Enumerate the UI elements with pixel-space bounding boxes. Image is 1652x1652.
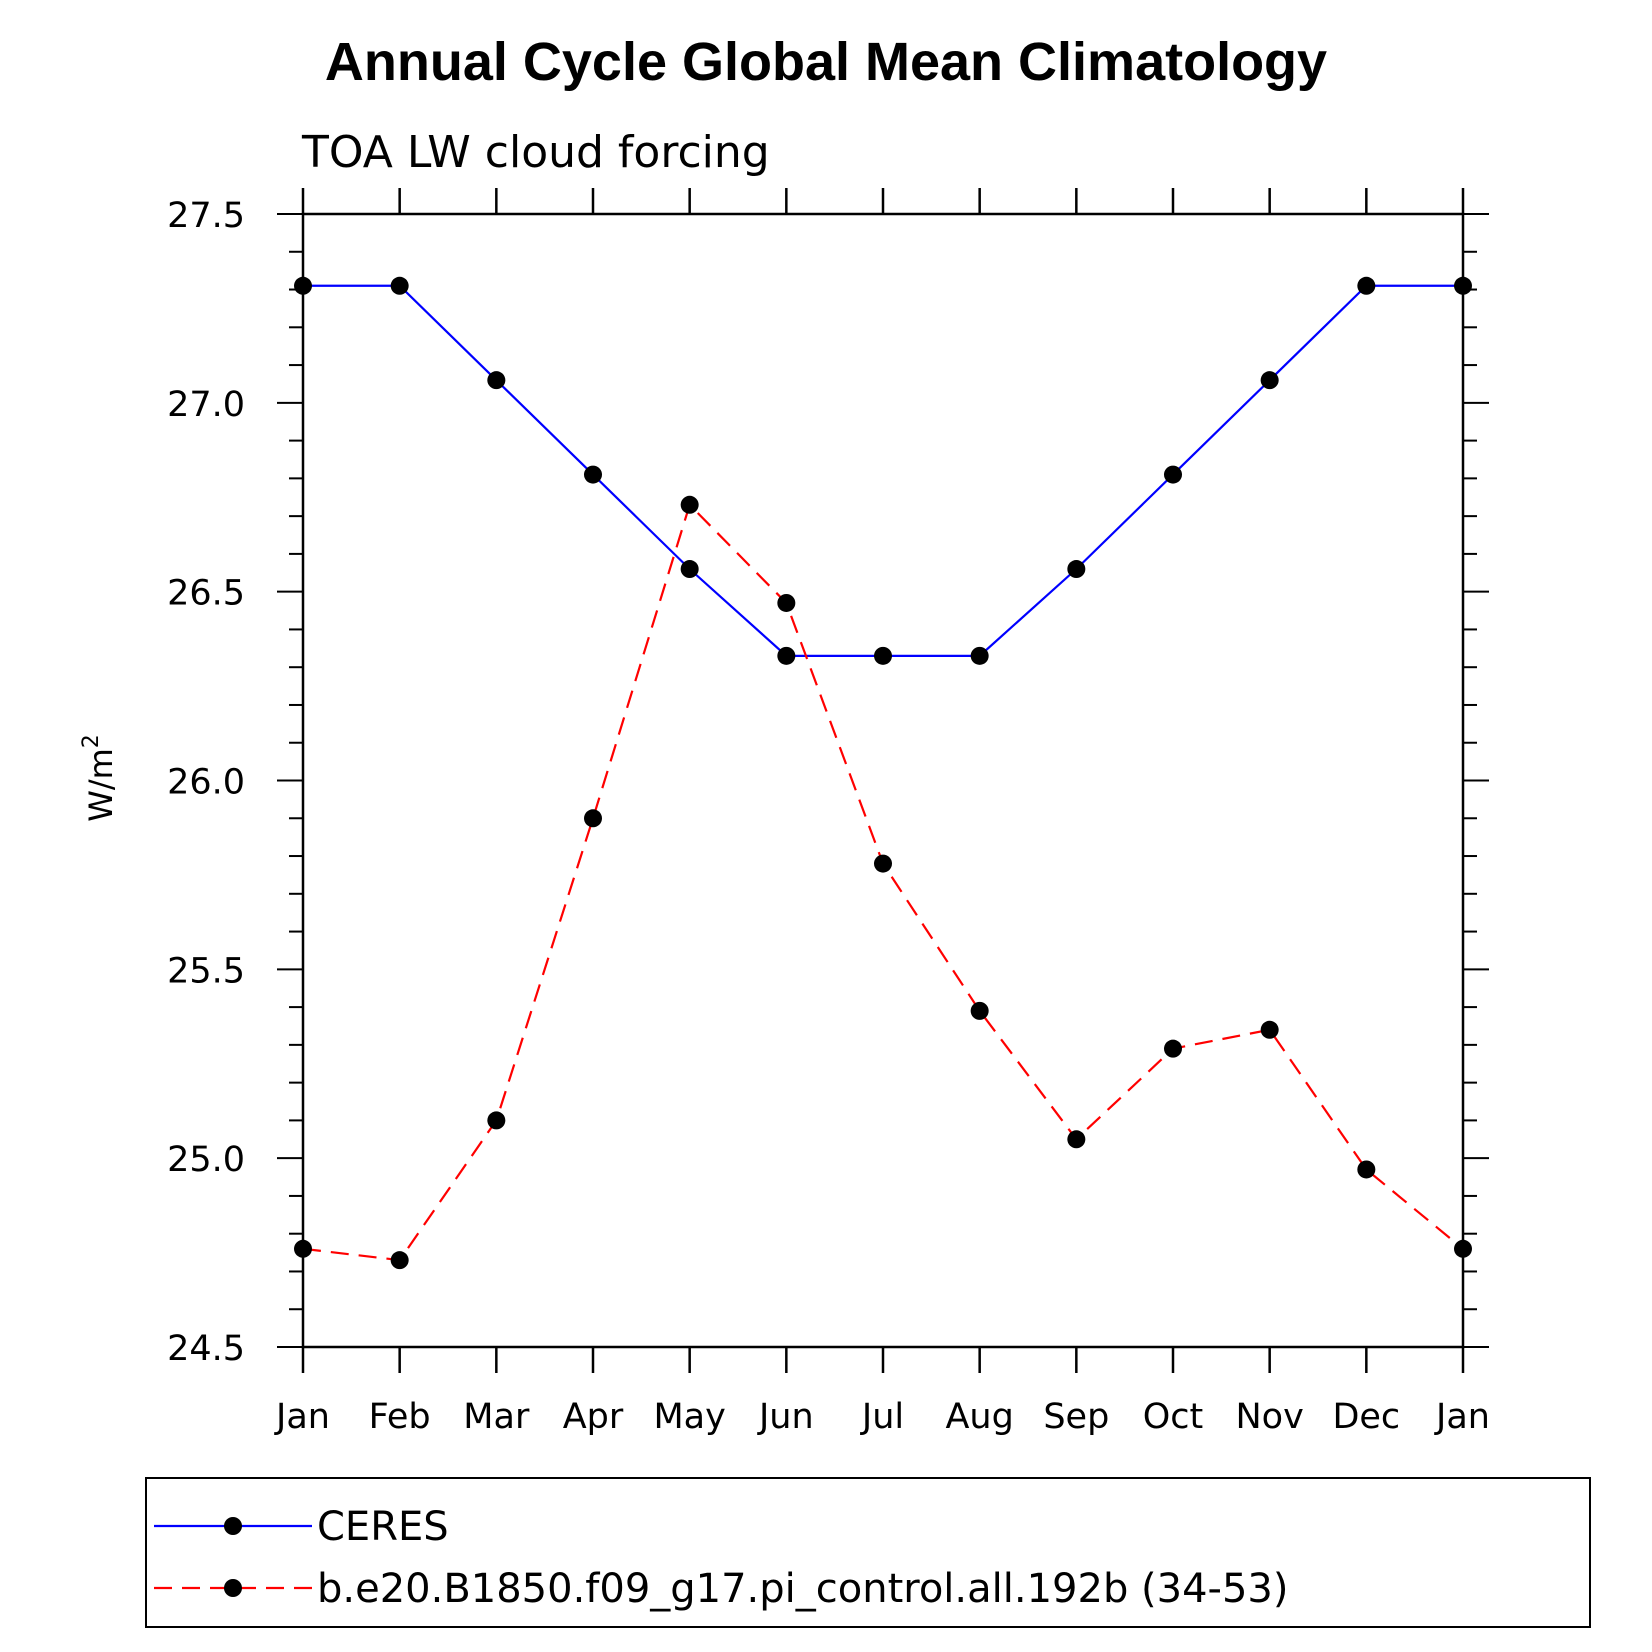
x-tick-label: Apr [563, 1397, 624, 1437]
data-point-series-1 [390, 276, 409, 295]
chart-subtitle: TOA LW cloud forcing [301, 127, 770, 178]
plot-axes: Jan Feb Mar Apr May Jun Jul Aug Sep Oct Nov Dec Jan 2… [167, 188, 1490, 1437]
series-line-2 [302, 502, 1464, 1262]
y-tick-label: 25.0 [167, 1140, 245, 1180]
legend-marker-1 [224, 1517, 242, 1535]
x-tick-label: Aug [945, 1397, 1013, 1437]
legend: CERES b.e20.B1850.f09_g17.pi_control.all.… [154, 1504, 1288, 1612]
x-tick-label: Sep [1043, 1397, 1109, 1437]
svg-text:W/m2: W/m2 [79, 734, 120, 822]
plot-frame [301, 212, 1465, 1349]
y-tick-label: 24.5 [167, 1329, 245, 1369]
data-point-series-1 [680, 560, 699, 579]
data-point-series-2 [1067, 1130, 1086, 1149]
data-point-series-2 [487, 1111, 506, 1130]
legend-box [145, 1477, 1591, 1628]
data-point-series-2 [777, 593, 796, 612]
data-point-series-2 [970, 1001, 989, 1020]
x-tick-label: Dec [1332, 1397, 1400, 1437]
x-tick-label: Jan [274, 1397, 330, 1437]
legend-marker-2 [224, 1579, 242, 1597]
y-tick-label: 26.5 [167, 574, 245, 614]
x-tick-label: Jul [860, 1397, 904, 1437]
data-point-series-1 [777, 646, 796, 665]
series-line-1 [303, 284, 1463, 657]
y-tick-label: 26.0 [167, 763, 245, 803]
x-tick-label: Nov [1236, 1397, 1304, 1437]
data-point-series-1 [1357, 276, 1376, 295]
data-point-series-2 [1454, 1239, 1472, 1258]
y-axis-label: W/m2 [79, 734, 120, 822]
x-tick-label: May [653, 1397, 725, 1437]
data-point-series-2 [390, 1251, 409, 1270]
y-tick-label: 25.5 [167, 951, 245, 991]
data-point-series-1 [1164, 465, 1182, 484]
y-axis-label-text: W/m [82, 748, 120, 822]
x-tick-label: Oct [1143, 1397, 1204, 1437]
data-point-series-2 [294, 1239, 312, 1258]
legend-label-2: b.e20.B1850.f09_g17.pi_control.all.192b … [317, 1566, 1288, 1612]
series-layer [294, 276, 1472, 1270]
y-tick-label: 27.5 [167, 196, 245, 236]
data-point-series-2 [1260, 1020, 1279, 1039]
data-point-series-1 [970, 646, 989, 665]
data-point-series-2 [874, 854, 892, 873]
data-point-series-2 [1164, 1039, 1182, 1058]
data-point-series-1 [487, 371, 506, 390]
x-tick-label: Mar [463, 1397, 530, 1437]
y-axis-label-superscript: 2 [79, 734, 104, 748]
data-point-series-1 [584, 465, 602, 484]
legend-label-1: CERES [317, 1504, 449, 1550]
data-point-series-2 [1357, 1160, 1376, 1179]
data-point-series-2 [680, 495, 699, 514]
data-point-series-1 [294, 276, 312, 295]
x-tick-label: Jan [1434, 1397, 1490, 1437]
chart-title: Annual Cycle Global Mean Climatology [325, 32, 1327, 92]
data-point-series-1 [874, 646, 892, 665]
y-tick-label: 27.0 [167, 385, 245, 425]
x-tick-label: Feb [369, 1397, 431, 1437]
data-point-series-1 [1260, 371, 1279, 390]
data-point-series-2 [584, 809, 602, 828]
x-tick-label: Jun [757, 1397, 814, 1437]
data-point-series-1 [1454, 276, 1472, 295]
data-point-series-1 [1067, 560, 1086, 579]
